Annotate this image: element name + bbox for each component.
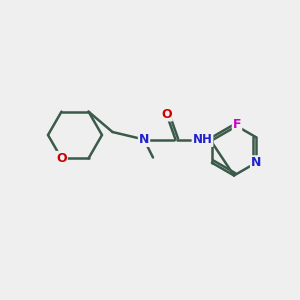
- Text: O: O: [56, 152, 67, 165]
- Text: N: N: [251, 156, 261, 169]
- Text: O: O: [161, 107, 172, 121]
- Text: NH: NH: [193, 133, 212, 146]
- Text: F: F: [233, 118, 241, 131]
- Text: N: N: [139, 133, 149, 146]
